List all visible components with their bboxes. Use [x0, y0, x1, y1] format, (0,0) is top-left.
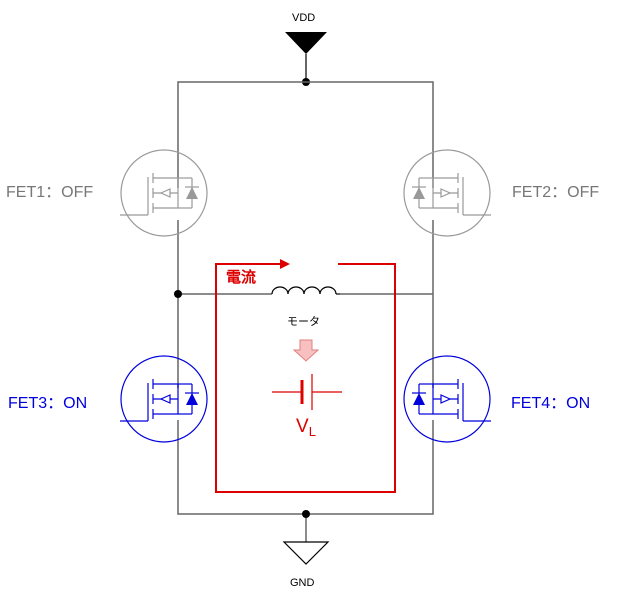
junction-dot [302, 510, 310, 518]
current-arrowhead [280, 259, 290, 269]
gnd-symbol [282, 541, 330, 565]
fet2-label: FET2：OFF [512, 184, 600, 201]
fet3-label: FET3：ON [8, 395, 88, 412]
gnd-label: GND [290, 577, 315, 589]
fet4-label: FET4：ON [511, 395, 591, 412]
motor-inductor [271, 286, 337, 295]
fet1-label: FET1：OFF [6, 184, 94, 201]
fet4-symbol [403, 355, 491, 443]
vdd-label: VDD [292, 12, 316, 24]
junction-dot [174, 290, 182, 298]
fet2-symbol [403, 149, 491, 237]
current-path [215, 263, 396, 493]
vl-main: V [296, 416, 309, 437]
motor-label: モータ [287, 316, 320, 328]
fet1-symbol [120, 149, 208, 237]
fet3-symbol [120, 355, 208, 443]
vl-label: VL [296, 416, 316, 439]
vdd-symbol [285, 32, 327, 86]
vl-subscript: L [308, 424, 316, 439]
current-label: 電流 [226, 269, 257, 286]
voltage-down-arrow [292, 339, 320, 362]
vl-battery-symbol [272, 374, 342, 410]
